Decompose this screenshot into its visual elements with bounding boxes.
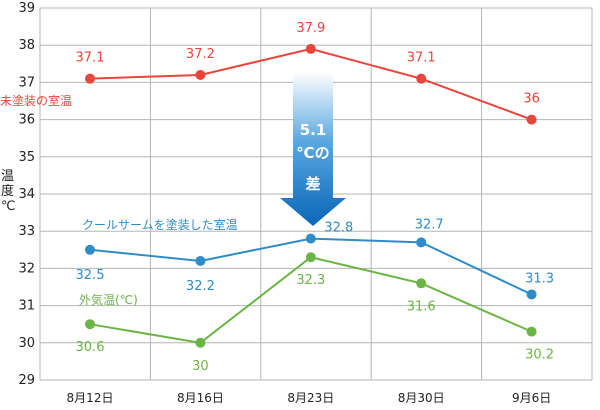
y-tick-label: 39: [18, 1, 35, 16]
data-point: [416, 237, 427, 248]
difference-unit: ℃の: [296, 144, 329, 162]
data-point: [85, 319, 95, 330]
data-label: 37.1: [407, 51, 436, 66]
data-point: [195, 337, 206, 348]
series-0: 37.1 37.2 37.9 37.1 36 未塗装の室温: [0, 21, 540, 125]
data-point: [195, 69, 206, 80]
x-tick-label: 8月16日: [177, 391, 224, 405]
data-label: 31.3: [525, 271, 554, 286]
difference-suffix: 差: [305, 175, 320, 193]
series-2: 30.6 30 32.3 31.6 30.2 外気温(℃): [76, 252, 554, 374]
series-line: [89, 256, 533, 344]
y-axis-label: 温度℃: [1, 169, 16, 214]
x-tick-label: 9月6日: [512, 391, 551, 405]
data-point: [416, 73, 427, 84]
data-point: [85, 244, 95, 255]
data-label: 37.1: [76, 51, 105, 66]
y-tick-label: 33: [18, 224, 35, 239]
series-name-label: クールサームを塗装した室温: [82, 217, 238, 232]
data-point: [526, 326, 537, 337]
y-tick-label: 36: [18, 113, 35, 128]
data-label: 37.9: [296, 21, 325, 36]
data-point: [85, 73, 95, 84]
y-tick-label: 37: [18, 75, 35, 90]
difference-arrow: 5.1 ℃の 差: [280, 72, 346, 226]
x-axis: 8月12日 8月16日 8月23日 8月30日 9月6日: [67, 391, 552, 405]
series-name-label: 未塗装の室温: [0, 93, 72, 108]
y-tick-label: 38: [18, 38, 35, 53]
series-1: 32.5 32.2 32.8 32.7 31.3 クールサームを塗装した室温: [76, 217, 554, 300]
y-tick-label: 29: [18, 373, 35, 388]
x-tick-label: 8月23日: [287, 391, 334, 405]
data-label: 32.5: [76, 268, 105, 283]
data-label: 30: [192, 359, 209, 374]
difference-arrow-shape: [280, 72, 346, 226]
data-point: [195, 255, 206, 266]
data-label: 30.6: [76, 340, 105, 355]
data-label: 37.2: [186, 47, 215, 62]
data-point: [305, 233, 316, 244]
y-tick-label: 31: [18, 299, 35, 314]
data-label: 31.6: [407, 299, 436, 314]
data-label: 36: [523, 92, 540, 107]
series-name-label: 外気温(℃): [79, 292, 138, 307]
y-tick-label: 34: [18, 187, 35, 202]
data-point: [526, 289, 537, 300]
data-point: [305, 43, 316, 54]
data-label: 30.2: [525, 348, 554, 363]
y-tick-label: 35: [18, 150, 35, 165]
data-point: [526, 114, 537, 125]
data-label: 32.2: [186, 279, 215, 294]
x-tick-label: 8月12日: [67, 391, 114, 405]
data-label: 32.8: [324, 221, 353, 236]
y-tick-label: 30: [18, 336, 35, 351]
data-point: [305, 252, 316, 263]
difference-value: 5.1: [300, 121, 327, 139]
data-label: 32.3: [296, 273, 325, 288]
data-point: [416, 278, 427, 289]
y-tick-label: 32: [18, 261, 35, 276]
series-group: 37.1 37.2 37.9 37.1 36 未塗装の室温 32.5 32.2 32.8 32.7…: [0, 21, 554, 374]
x-tick-label: 8月30日: [398, 391, 445, 405]
data-label: 32.7: [415, 217, 444, 232]
y-axis: 29 30 31 32 33 34 35 36 37 38 39: [18, 1, 35, 388]
